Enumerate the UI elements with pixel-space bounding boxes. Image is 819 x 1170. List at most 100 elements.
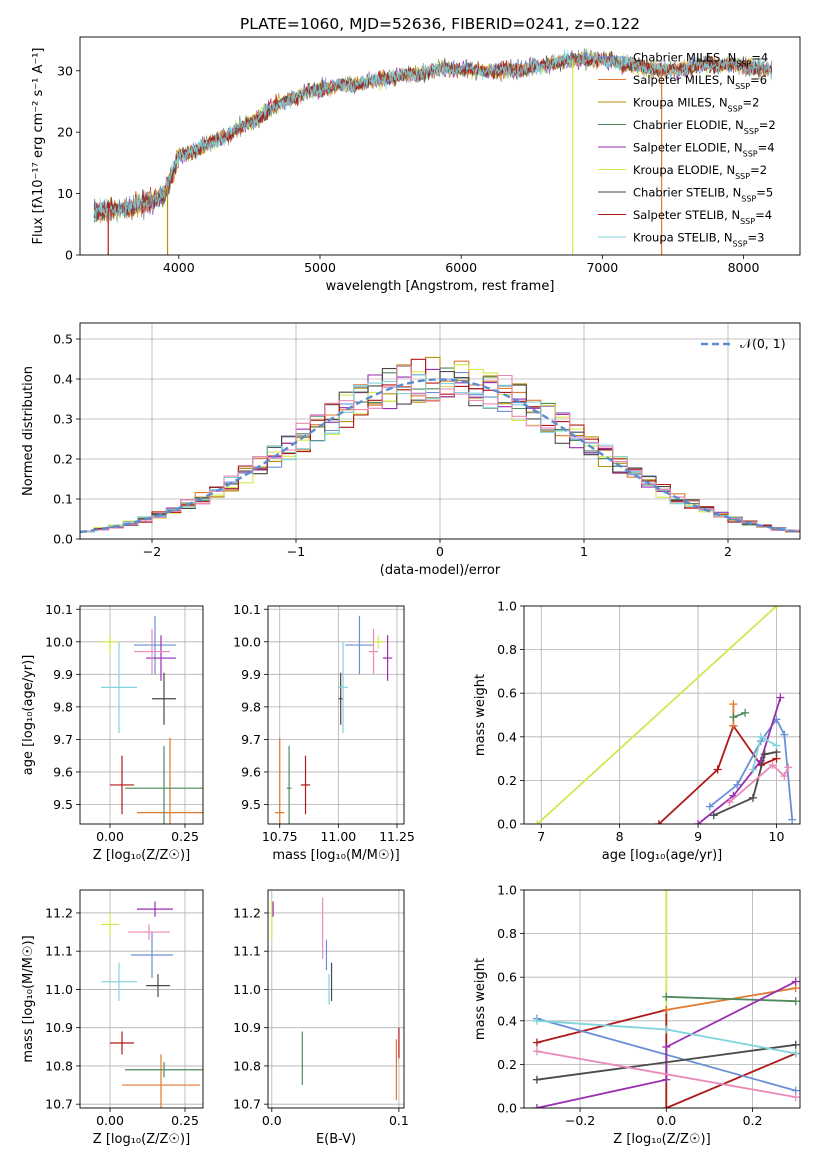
y-tick-label: 1.0 xyxy=(497,883,517,898)
mass-weight-marker xyxy=(729,700,738,709)
mass-weight-marker xyxy=(662,1075,671,1084)
mass-weight-marker xyxy=(532,1038,541,1047)
errorbar-point xyxy=(131,932,173,978)
mass-weight-marker xyxy=(780,772,789,781)
x-tick-label: 9 xyxy=(694,829,702,844)
errorbar-point xyxy=(300,755,311,815)
y-tick-label: 0.4 xyxy=(497,1013,517,1028)
axes-frame xyxy=(523,605,801,825)
x-tick-label: 10.75 xyxy=(262,829,298,844)
axes-frame xyxy=(523,889,801,1109)
x-tick-label: 10 xyxy=(769,829,785,844)
errorbar-point xyxy=(286,745,292,824)
y-tick-label: 10.0 xyxy=(233,634,261,649)
x-tick-label: 6000 xyxy=(445,260,477,275)
mass-weight-marker xyxy=(694,820,703,824)
y-tick-label: 9.8 xyxy=(241,699,261,714)
errorbar-point xyxy=(137,901,173,917)
x-tick-label: 7000 xyxy=(586,260,618,275)
y-axis-label: mass weight xyxy=(473,958,488,1040)
mass-weight-marker xyxy=(741,708,750,717)
y-tick-label: 9.7 xyxy=(241,732,261,747)
plot-area xyxy=(101,901,203,1108)
legend-label: Chabrier MILES, NSSP=4 xyxy=(633,51,768,69)
x-axis-label: (data-model)/error xyxy=(380,563,501,578)
y-tick-label: 0.2 xyxy=(497,773,517,788)
errorbar-point xyxy=(338,641,348,733)
mass-weight-marker xyxy=(662,1042,671,1051)
errorbar-point xyxy=(382,635,393,681)
mass-weight-marker xyxy=(729,713,738,722)
errorbar-point xyxy=(152,672,176,725)
x-axis-label: Z [log₁₀(Z/Z☉)] xyxy=(93,1132,190,1147)
plot-area xyxy=(93,47,773,255)
mass-weight-marker xyxy=(709,811,718,820)
errorbar-point xyxy=(125,1062,203,1078)
legend-label: Salpeter STELIB, NSSP=4 xyxy=(633,208,772,226)
mass-weight-line xyxy=(733,711,746,719)
histogram-step xyxy=(80,365,800,532)
x-tick-label: −2 xyxy=(143,544,161,559)
y-tick-label: 10.1 xyxy=(45,602,73,617)
axes-frame xyxy=(79,36,801,256)
x-tick-label: 0.0 xyxy=(262,1113,282,1128)
x-tick-label: 4000 xyxy=(163,260,195,275)
x-tick-label: −1 xyxy=(287,544,305,559)
x-axis-label: age [log₁₀(age/yr)] xyxy=(602,848,723,863)
x-axis-label: wavelength [Angstrom, rest frame] xyxy=(326,279,555,294)
spectrum-line xyxy=(93,52,773,221)
mass-weight-marker xyxy=(533,820,542,824)
panel-age-vs-Z: 0.00 0.25 9.5 9.6 9.7 9.8 9.9 10.0 10.1 Z [log₁₀(… xyxy=(21,602,204,863)
x-tick-label: 5000 xyxy=(304,260,336,275)
axes-frame xyxy=(267,605,405,825)
errorbar-point xyxy=(146,974,170,998)
mass-weight-marker xyxy=(713,765,722,774)
mass-weight-marker xyxy=(705,802,714,811)
mass-weight-marker xyxy=(725,798,734,807)
mass-weight-line xyxy=(536,1043,796,1081)
mass-weight-marker xyxy=(532,1016,541,1025)
panel-mass-weight-vs-age: 7 8 9 10 0.0 0.2 0.4 0.6 0.8 1.0 age [log₁₀(age/yr… xyxy=(473,599,801,863)
x-axis-label: E(B-V) xyxy=(316,1132,356,1147)
y-tick-label: 9.8 xyxy=(53,699,73,714)
x-axis-label: Z [log₁₀(Z/Z☉)] xyxy=(93,848,190,863)
mass-weight-marker xyxy=(780,730,789,739)
plot-area xyxy=(80,356,800,534)
mass-weight-marker xyxy=(662,1104,671,1108)
y-tick-label: 0.3 xyxy=(53,412,73,427)
mass-weight-marker xyxy=(733,780,742,789)
y-tick-label: 10.9 xyxy=(45,1020,73,1035)
y-tick-label: 0 xyxy=(65,248,73,263)
normal-curve xyxy=(80,378,800,534)
y-tick-label: 0.1 xyxy=(53,492,73,507)
errorbar-point xyxy=(134,628,170,675)
x-tick-label: 7 xyxy=(537,829,545,844)
y-tick-label: 11.2 xyxy=(45,905,73,920)
errorbar-point xyxy=(110,1031,134,1055)
x-tick-label: −0.2 xyxy=(565,1113,595,1128)
mass-weight-marker xyxy=(784,763,793,772)
mass-weight-line xyxy=(536,980,797,1108)
mass-weight-marker xyxy=(791,997,800,1006)
spectrum-legend: Chabrier MILES, NSSP=4 Salpeter MILES, NS… xyxy=(598,51,776,248)
mass-weight-marker xyxy=(662,890,671,894)
mass-weight-marker xyxy=(791,977,800,986)
y-tick-label: 9.6 xyxy=(53,764,73,779)
mass-weight-line xyxy=(709,717,794,820)
mass-weight-marker xyxy=(760,750,769,759)
panel-mass-weight-vs-Z: −0.2 0.0 0.2 0.0 0.2 0.4 0.6 0.8 1.0 Z [log₁₀(Z/Z… xyxy=(473,883,801,1147)
y-tick-label: 9.5 xyxy=(241,797,261,812)
x-axis-label: Z [log₁₀(Z/Z☉)] xyxy=(613,1132,710,1147)
mass-weight-marker xyxy=(748,793,757,802)
mass-weight-marker xyxy=(776,693,785,702)
x-tick-label: 0.00 xyxy=(96,1113,124,1128)
legend-label: 𝒩(0, 1) xyxy=(740,336,786,351)
legend-label: Kroupa ELODIE, NSSP=2 xyxy=(633,163,767,181)
x-tick-label: 0.00 xyxy=(96,829,124,844)
y-tick-label: 11.0 xyxy=(233,982,261,997)
errorbar-point xyxy=(134,615,176,675)
y-tick-label: 11.1 xyxy=(233,944,261,959)
y-tick-label: 0.6 xyxy=(497,686,517,701)
y-tick-label: 10.8 xyxy=(45,1058,73,1073)
